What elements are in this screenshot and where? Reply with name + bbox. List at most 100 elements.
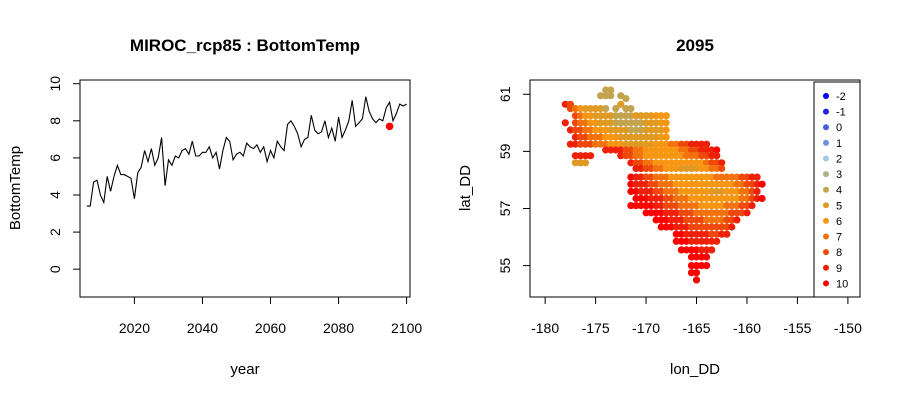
map-point bbox=[687, 180, 696, 188]
map-point bbox=[647, 146, 655, 154]
map-point bbox=[682, 194, 691, 203]
map-point bbox=[682, 152, 691, 160]
map-point bbox=[692, 146, 701, 154]
map-point bbox=[647, 194, 655, 203]
legend-label: 4 bbox=[836, 185, 842, 197]
map-point bbox=[581, 152, 590, 160]
map-point bbox=[652, 159, 660, 167]
map-point bbox=[713, 223, 721, 231]
map-point bbox=[647, 133, 655, 141]
map-point bbox=[677, 187, 686, 195]
map-point bbox=[581, 126, 590, 134]
map-point bbox=[622, 126, 630, 134]
map-point bbox=[602, 140, 610, 148]
map-point bbox=[698, 253, 706, 261]
map-point bbox=[723, 209, 731, 217]
map-point bbox=[632, 187, 640, 195]
map-point bbox=[718, 194, 726, 203]
map-point bbox=[718, 180, 726, 188]
map-point bbox=[647, 152, 655, 160]
x-tick-label: 2020 bbox=[119, 320, 150, 336]
map-point bbox=[682, 209, 691, 217]
map-point bbox=[637, 152, 645, 160]
map-point bbox=[718, 187, 726, 195]
map-point bbox=[723, 223, 731, 231]
map-point bbox=[592, 133, 600, 141]
map-point bbox=[682, 223, 691, 231]
map-point bbox=[597, 126, 605, 134]
legend-marker bbox=[823, 171, 829, 178]
map-point bbox=[637, 112, 645, 120]
map-point bbox=[662, 209, 670, 217]
legend-label: 10 bbox=[836, 278, 848, 290]
map-point bbox=[657, 173, 665, 181]
map-point bbox=[677, 209, 686, 217]
map-point bbox=[627, 112, 635, 120]
map-point bbox=[677, 216, 686, 224]
map-point bbox=[571, 133, 580, 141]
x-axis: 2020 2040 2060 2080 2100 bbox=[119, 296, 422, 336]
map-point bbox=[622, 140, 630, 148]
map-point bbox=[703, 152, 711, 160]
map-point bbox=[708, 164, 716, 173]
map-point bbox=[698, 140, 706, 148]
map-point bbox=[647, 159, 655, 167]
y-tick-label: 57 bbox=[497, 200, 513, 216]
map-point bbox=[652, 119, 660, 127]
legend-marker bbox=[823, 124, 829, 131]
map-point bbox=[708, 173, 716, 181]
map-point bbox=[682, 202, 691, 210]
map-point bbox=[576, 112, 585, 120]
map-point bbox=[677, 146, 686, 154]
plot-frame bbox=[79, 79, 411, 298]
map-point bbox=[637, 146, 645, 154]
map-point bbox=[607, 86, 615, 94]
map-point bbox=[748, 173, 756, 181]
map-point bbox=[632, 140, 640, 148]
chart-title: MIROC_rcp85 : BottomTemp bbox=[130, 36, 360, 55]
map-point bbox=[657, 140, 665, 148]
map-point bbox=[627, 133, 635, 141]
map-point bbox=[612, 112, 620, 120]
map-point bbox=[682, 173, 691, 181]
map-point bbox=[698, 246, 706, 254]
map-point bbox=[647, 112, 655, 120]
map-point bbox=[698, 194, 706, 203]
map-point bbox=[713, 230, 721, 238]
map-point bbox=[743, 202, 751, 210]
map-point bbox=[637, 159, 645, 167]
map-point bbox=[632, 126, 640, 134]
legend-label: -2 bbox=[836, 91, 846, 103]
map-point bbox=[647, 140, 655, 148]
map-point bbox=[662, 223, 670, 231]
map-point bbox=[627, 152, 635, 160]
map-point bbox=[592, 119, 600, 127]
map-point bbox=[627, 173, 635, 181]
map-point bbox=[672, 237, 680, 245]
map-point bbox=[758, 194, 766, 203]
map-point bbox=[667, 180, 675, 188]
map-point bbox=[617, 119, 625, 127]
map-point bbox=[597, 105, 605, 113]
map-point bbox=[692, 230, 701, 238]
map-point bbox=[607, 133, 615, 141]
map-point bbox=[581, 159, 590, 167]
map-point bbox=[622, 133, 630, 141]
map-point bbox=[713, 159, 721, 167]
legend-label: 3 bbox=[836, 169, 842, 181]
map-point bbox=[561, 119, 569, 127]
map-point bbox=[667, 187, 675, 195]
map-point bbox=[738, 202, 746, 210]
map-point bbox=[632, 119, 640, 127]
map-point bbox=[708, 194, 716, 203]
map-point bbox=[657, 126, 665, 134]
map-point bbox=[657, 187, 665, 195]
map-point bbox=[718, 216, 726, 224]
x-tick-label: 2080 bbox=[323, 320, 354, 336]
map-point bbox=[652, 126, 660, 134]
map-point bbox=[723, 180, 731, 188]
map-point bbox=[713, 237, 721, 245]
map-point bbox=[692, 140, 701, 148]
map-point bbox=[743, 173, 751, 181]
map-point bbox=[677, 246, 686, 254]
